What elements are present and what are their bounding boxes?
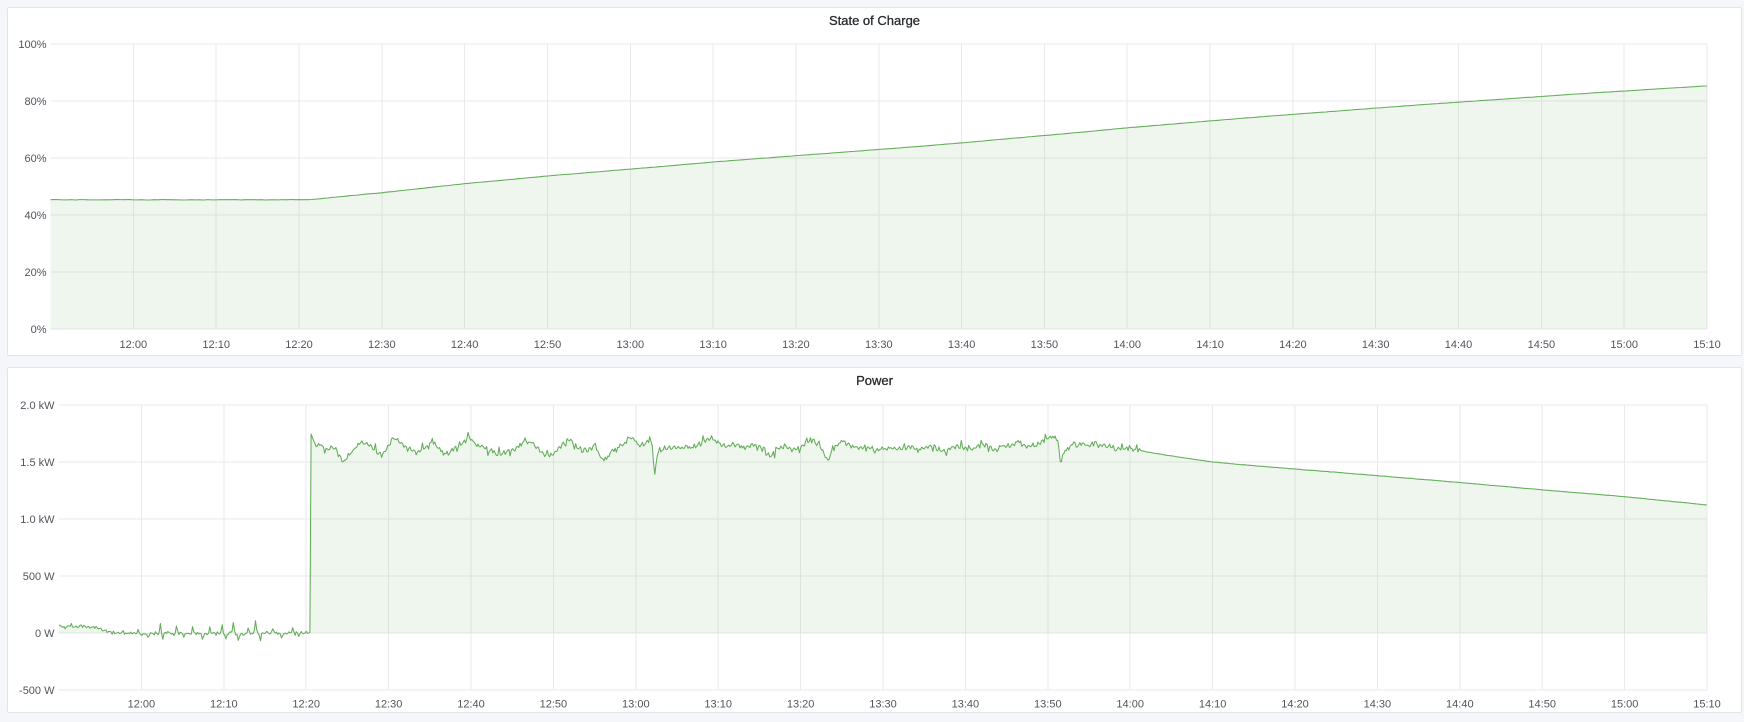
svg-text:12:40: 12:40: [457, 699, 485, 711]
svg-text:12:00: 12:00: [128, 699, 156, 711]
svg-text:2.0 kW: 2.0 kW: [20, 400, 55, 412]
svg-text:40%: 40%: [24, 210, 46, 222]
svg-text:500 W: 500 W: [23, 571, 55, 583]
svg-text:14:30: 14:30: [1362, 339, 1390, 351]
svg-text:13:30: 13:30: [865, 339, 893, 351]
svg-text:60%: 60%: [24, 153, 46, 165]
svg-text:20%: 20%: [24, 267, 46, 279]
svg-text:12:50: 12:50: [540, 699, 568, 711]
svg-text:13:50: 13:50: [1031, 339, 1059, 351]
svg-text:13:40: 13:40: [952, 699, 980, 711]
svg-text:13:10: 13:10: [704, 699, 732, 711]
svg-text:1.5 kW: 1.5 kW: [20, 457, 55, 469]
svg-text:13:10: 13:10: [699, 339, 727, 351]
svg-text:State of Charge: State of Charge: [829, 13, 920, 28]
svg-text:14:30: 14:30: [1364, 699, 1392, 711]
svg-text:0 W: 0 W: [35, 628, 55, 640]
svg-text:14:00: 14:00: [1113, 339, 1141, 351]
svg-text:80%: 80%: [24, 96, 46, 108]
svg-text:14:40: 14:40: [1445, 339, 1473, 351]
svg-text:12:20: 12:20: [285, 339, 313, 351]
svg-text:14:10: 14:10: [1199, 699, 1227, 711]
svg-text:13:50: 13:50: [1034, 699, 1062, 711]
svg-text:12:30: 12:30: [368, 339, 396, 351]
svg-text:12:20: 12:20: [292, 699, 320, 711]
svg-text:13:20: 13:20: [787, 699, 815, 711]
svg-text:13:30: 13:30: [869, 699, 897, 711]
svg-text:13:00: 13:00: [622, 699, 650, 711]
svg-text:14:20: 14:20: [1279, 339, 1307, 351]
svg-text:Power: Power: [856, 373, 894, 388]
svg-text:1.0 kW: 1.0 kW: [20, 514, 55, 526]
svg-text:12:40: 12:40: [451, 339, 479, 351]
svg-text:12:10: 12:10: [202, 339, 230, 351]
svg-text:14:40: 14:40: [1446, 699, 1474, 711]
svg-text:12:10: 12:10: [210, 699, 238, 711]
svg-text:100%: 100%: [18, 39, 46, 51]
svg-text:12:00: 12:00: [120, 339, 148, 351]
svg-text:15:00: 15:00: [1610, 339, 1638, 351]
svg-text:13:00: 13:00: [617, 339, 645, 351]
svg-text:13:40: 13:40: [948, 339, 976, 351]
svg-text:0%: 0%: [31, 324, 47, 336]
svg-text:13:20: 13:20: [782, 339, 810, 351]
svg-text:14:50: 14:50: [1528, 699, 1556, 711]
svg-text:14:20: 14:20: [1281, 699, 1309, 711]
svg-text:15:10: 15:10: [1693, 339, 1721, 351]
svg-text:14:10: 14:10: [1196, 339, 1224, 351]
svg-text:-500 W: -500 W: [19, 685, 55, 697]
svg-text:15:00: 15:00: [1611, 699, 1639, 711]
svg-text:14:00: 14:00: [1116, 699, 1144, 711]
svg-text:14:50: 14:50: [1528, 339, 1556, 351]
svg-text:12:30: 12:30: [375, 699, 403, 711]
svg-text:15:10: 15:10: [1693, 699, 1721, 711]
svg-text:12:50: 12:50: [534, 339, 562, 351]
